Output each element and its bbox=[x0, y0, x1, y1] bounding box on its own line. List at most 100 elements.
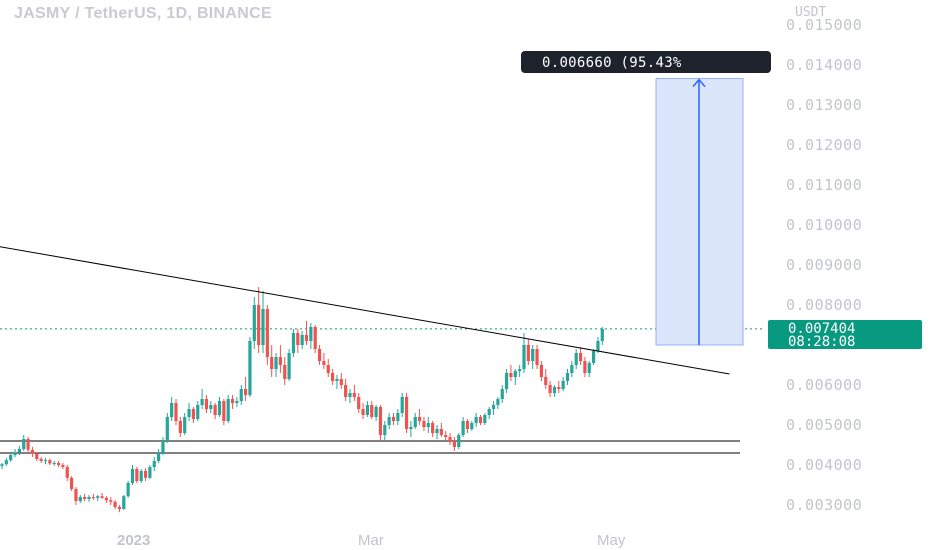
candle-body bbox=[235, 401, 239, 403]
candle-body bbox=[191, 409, 195, 419]
candle-body bbox=[505, 373, 509, 389]
candle-body bbox=[491, 405, 496, 409]
candle bbox=[344, 379, 348, 401]
candle-body bbox=[257, 305, 261, 345]
candle bbox=[213, 403, 217, 419]
candle-body bbox=[409, 427, 413, 429]
candle bbox=[357, 393, 361, 413]
candle bbox=[552, 385, 557, 397]
candle-body bbox=[461, 421, 465, 435]
candle-body bbox=[539, 365, 543, 377]
trendline-layer[interactable] bbox=[0, 241, 730, 375]
candle-body bbox=[313, 327, 317, 349]
candle-body bbox=[357, 397, 361, 409]
price-axis-ticks: 0.015000 0.014000 0.013000 0.012000 0.011000… bbox=[786, 16, 862, 514]
candle bbox=[452, 437, 456, 451]
time-axis[interactable]: 2023 Mar May bbox=[117, 532, 626, 549]
candle bbox=[209, 401, 213, 413]
candle bbox=[578, 347, 583, 365]
candle-body bbox=[365, 405, 369, 415]
candle bbox=[283, 357, 287, 385]
candle-body bbox=[396, 413, 400, 421]
candle bbox=[565, 369, 570, 385]
candle-body bbox=[344, 385, 348, 397]
candle bbox=[574, 349, 578, 369]
candle-body bbox=[248, 341, 252, 395]
candle bbox=[505, 369, 509, 393]
candle bbox=[309, 323, 313, 349]
candle bbox=[43, 457, 48, 465]
candle-body bbox=[244, 389, 248, 395]
candle bbox=[22, 435, 26, 451]
candle-body bbox=[204, 399, 209, 409]
price-tick: 0.013000 bbox=[786, 96, 862, 114]
candle-body bbox=[387, 417, 391, 425]
candle bbox=[217, 397, 222, 417]
candle bbox=[78, 495, 82, 503]
candle bbox=[13, 449, 17, 457]
candle-body bbox=[43, 460, 48, 462]
candle bbox=[487, 407, 491, 419]
candle-body bbox=[265, 309, 269, 357]
candle-body bbox=[52, 463, 56, 464]
candle bbox=[444, 431, 448, 441]
last-price-label: 0.007404 08:28:08 bbox=[768, 320, 922, 350]
candle bbox=[48, 458, 52, 465]
candle bbox=[200, 389, 204, 409]
candle bbox=[413, 413, 417, 429]
candle-body bbox=[500, 389, 504, 399]
candle bbox=[178, 417, 182, 437]
candle-body bbox=[61, 465, 65, 467]
candle bbox=[518, 365, 522, 377]
candle bbox=[491, 401, 496, 415]
candle-body bbox=[600, 329, 604, 341]
measure-tool[interactable] bbox=[655, 78, 744, 346]
candle-body bbox=[470, 423, 474, 429]
price-tick: 0.014000 bbox=[786, 56, 862, 74]
candle-body bbox=[226, 399, 230, 421]
price-tick: 0.004000 bbox=[786, 456, 862, 474]
candle bbox=[300, 331, 304, 349]
candle-body bbox=[531, 349, 535, 361]
candle bbox=[404, 393, 409, 433]
candle bbox=[513, 369, 517, 385]
candle bbox=[561, 377, 565, 391]
candle-body bbox=[291, 333, 296, 353]
candle bbox=[252, 297, 256, 349]
support-lines[interactable] bbox=[0, 440, 740, 454]
candle bbox=[435, 425, 439, 439]
candle bbox=[235, 397, 239, 407]
candle-body bbox=[283, 365, 287, 379]
time-tick-may: May bbox=[597, 532, 626, 549]
time-tick-mar: Mar bbox=[358, 532, 384, 549]
symbol-title: JASMY / TetherUS, 1D, BINANCE bbox=[14, 5, 272, 22]
candle bbox=[509, 365, 513, 381]
candle-body bbox=[548, 385, 552, 393]
candle-body bbox=[457, 435, 461, 447]
candle bbox=[39, 457, 43, 463]
candle bbox=[274, 353, 278, 377]
candle bbox=[331, 369, 335, 385]
candle bbox=[439, 423, 443, 437]
candle bbox=[109, 497, 113, 505]
candle-body bbox=[574, 353, 578, 365]
candle-body bbox=[383, 425, 387, 435]
candle-body bbox=[518, 369, 522, 371]
candle-body bbox=[122, 496, 126, 509]
candle-body bbox=[483, 415, 487, 423]
candle bbox=[230, 395, 235, 409]
candle-body bbox=[183, 417, 187, 433]
candle-body bbox=[230, 399, 235, 403]
candle-body bbox=[222, 401, 226, 421]
measure-label: 0.006660 (95.43% bbox=[521, 51, 771, 73]
candle bbox=[587, 361, 591, 377]
candle-body bbox=[352, 393, 356, 397]
measure-arrow-head bbox=[692, 78, 706, 88]
candle bbox=[9, 453, 13, 462]
price-axis[interactable]: USDT 0.0150000.0140000.0130000.0120000.0… bbox=[786, 5, 862, 514]
candle-body bbox=[426, 423, 430, 427]
candle bbox=[196, 401, 200, 421]
candle bbox=[113, 500, 117, 509]
candle bbox=[457, 433, 461, 449]
